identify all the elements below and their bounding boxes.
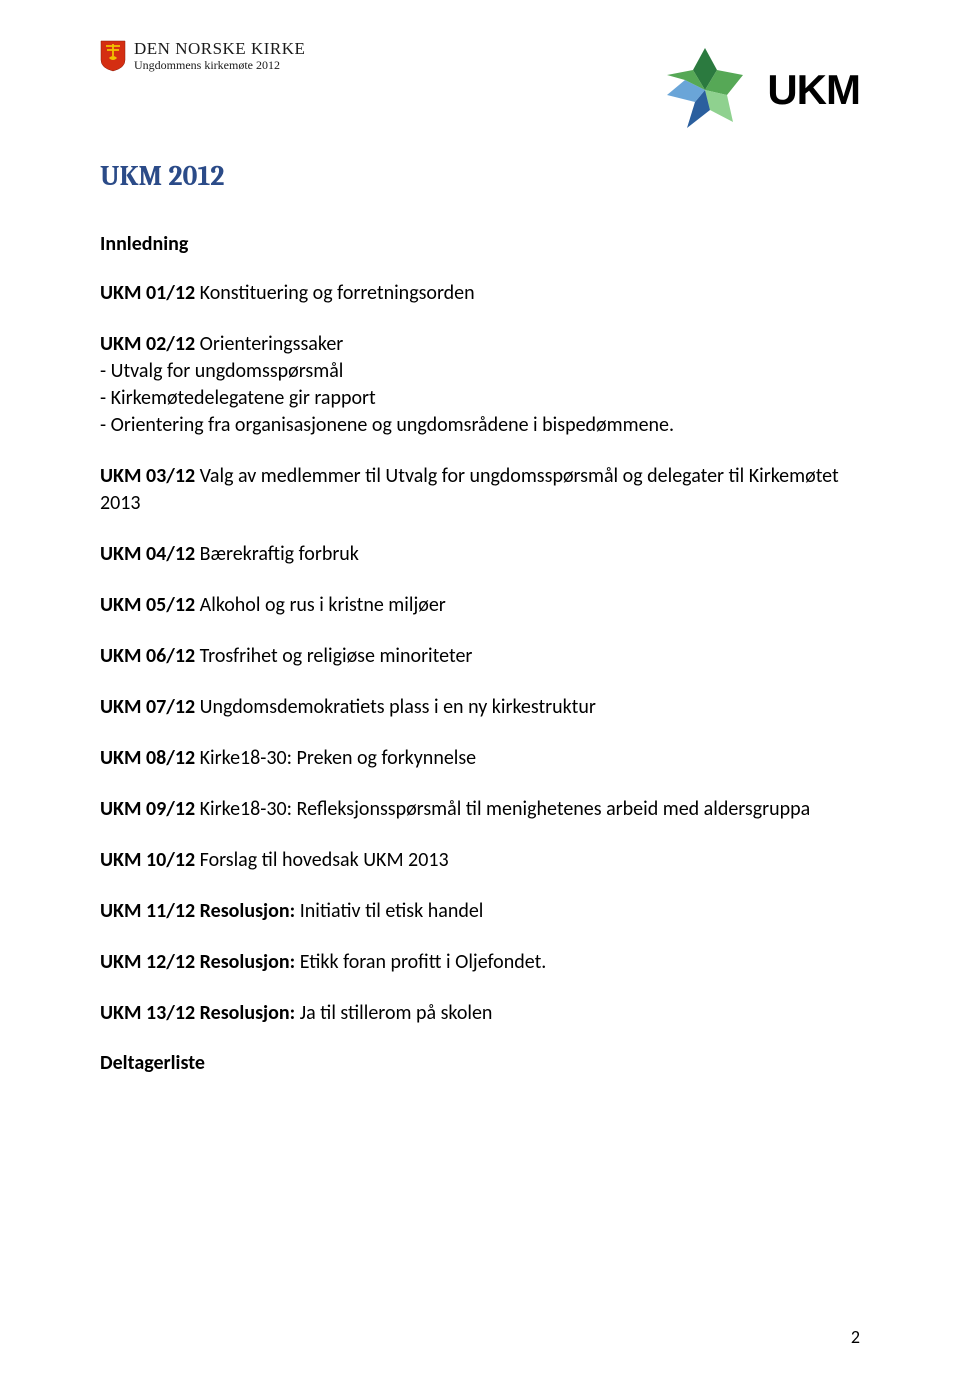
toc-item-06: UKM 06/12 Trosfrihet og religiøse minori… — [100, 643, 860, 670]
item-code: UKM 08/12 — [100, 746, 195, 770]
deltagerliste-heading: Deltagerliste — [100, 1051, 860, 1075]
toc-item-03: UKM 03/12 Valg av medlemmer til Utvalg f… — [100, 463, 860, 517]
ukm-logo-text: UKM — [767, 66, 860, 114]
item-subline: - Utvalg for ungdomsspørsmål — [100, 359, 343, 383]
toc-item-01: UKM 01/12 Konstituering og forretningsor… — [100, 280, 860, 307]
item-code: UKM 09/12 — [100, 797, 195, 821]
toc-item-09: UKM 09/12 Kirke18-30: Refleksjonsspørsmå… — [100, 796, 860, 823]
right-branding: UKM — [655, 40, 860, 140]
brand-sub: Ungdommens kirkemøte 2012 — [134, 59, 305, 72]
intro-heading: Innledning — [100, 232, 860, 256]
toc-item-08: UKM 08/12 Kirke18-30: Preken og forkynne… — [100, 745, 860, 772]
item-code: UKM 04/12 — [100, 542, 195, 566]
page-number: 2 — [851, 1326, 860, 1348]
ukm-star-icon — [655, 40, 755, 140]
toc-item-13: UKM 13/12 Resolusjon: Ja til stillerom p… — [100, 1000, 860, 1027]
item-text: Valg av medlemmer til Utvalg for ungdoms… — [100, 464, 839, 515]
page-title: UKM 2012 — [100, 160, 860, 192]
item-label: Resolusjon: — [195, 899, 295, 923]
item-label: Resolusjon: — [195, 1001, 295, 1025]
item-text: Trosfrihet og religiøse minoriteter — [195, 644, 472, 668]
brand-main: DEN NORSKE KIRKE — [134, 40, 305, 59]
toc-item-04: UKM 04/12 Bærekraftig forbruk — [100, 541, 860, 568]
toc-item-02: UKM 02/12 Orienteringssaker - Utvalg for… — [100, 331, 860, 439]
toc-item-05: UKM 05/12 Alkohol og rus i kristne miljø… — [100, 592, 860, 619]
item-code: UKM 10/12 — [100, 848, 195, 872]
item-label: Resolusjon: — [195, 950, 295, 974]
item-code: UKM 11/12 — [100, 899, 195, 923]
item-code: UKM 03/12 — [100, 464, 195, 488]
toc-item-07: UKM 07/12 Ungdomsdemokratiets plass i en… — [100, 694, 860, 721]
item-text: Alkohol og rus i kristne miljøer — [195, 593, 446, 617]
item-text: Initiativ til etisk handel — [295, 899, 483, 923]
item-text: Forslag til hovedsak UKM 2013 — [195, 848, 448, 872]
branding-text: DEN NORSKE KIRKE Ungdommens kirkemøte 20… — [134, 40, 305, 72]
item-text: Etikk foran profitt i Oljefondet. — [295, 950, 546, 974]
toc-item-11: UKM 11/12 Resolusjon: Initiativ til etis… — [100, 898, 860, 925]
item-text: Ja til stillerom på skolen — [295, 1001, 492, 1025]
item-code: UKM 05/12 — [100, 593, 195, 617]
toc-item-10: UKM 10/12 Forslag til hovedsak UKM 2013 — [100, 847, 860, 874]
toc-item-12: UKM 12/12 Resolusjon: Etikk foran profit… — [100, 949, 860, 976]
header-row: DEN NORSKE KIRKE Ungdommens kirkemøte 20… — [100, 40, 860, 140]
item-subline: - Orientering fra organisasjonene og ung… — [100, 413, 674, 437]
item-text: Kirke18-30: Preken og forkynnelse — [195, 746, 476, 770]
item-text: Orienteringssaker — [195, 332, 343, 356]
item-code: UKM 12/12 — [100, 950, 195, 974]
item-text: Kirke18-30: Refleksjonsspørsmål til meni… — [195, 797, 810, 821]
item-code: UKM 13/12 — [100, 1001, 195, 1025]
item-text: Konstituering og forretningsorden — [195, 281, 475, 305]
shield-icon — [100, 40, 126, 72]
item-code: UKM 01/12 — [100, 281, 195, 305]
item-subline: - Kirkemøtedelegatene gir rapport — [100, 386, 376, 410]
item-text: Ungdomsdemokratiets plass i en ny kirkes… — [195, 695, 596, 719]
item-code: UKM 02/12 — [100, 332, 195, 356]
document-page: DEN NORSKE KIRKE Ungdommens kirkemøte 20… — [0, 0, 960, 1075]
item-code: UKM 07/12 — [100, 695, 195, 719]
item-text: Bærekraftig forbruk — [195, 542, 359, 566]
item-code: UKM 06/12 — [100, 644, 195, 668]
left-branding: DEN NORSKE KIRKE Ungdommens kirkemøte 20… — [100, 40, 305, 72]
